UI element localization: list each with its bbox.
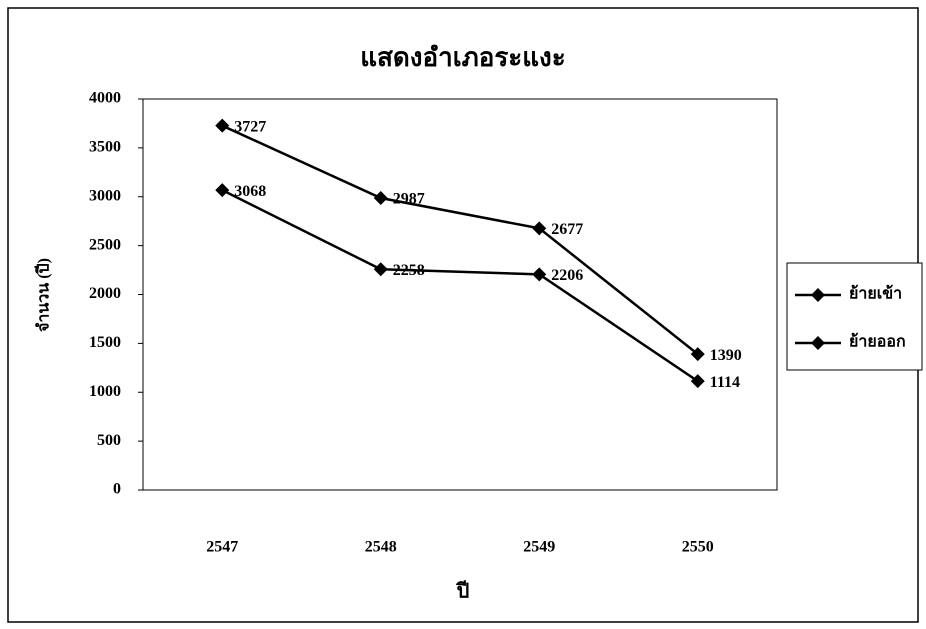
- data-point: [215, 183, 230, 198]
- data-label: 3068: [234, 183, 266, 200]
- data-label: 2206: [551, 267, 583, 284]
- data-point: [532, 221, 547, 236]
- y-tick-label: 4000: [89, 90, 121, 107]
- data-label: 1390: [710, 347, 742, 364]
- x-tick-label: 2547: [206, 539, 238, 556]
- data-label: 2677: [551, 221, 583, 238]
- y-tick-label: 2500: [89, 236, 121, 253]
- data-label: 1114: [710, 374, 740, 391]
- data-point: [690, 347, 705, 362]
- series-line: [221, 124, 699, 356]
- series-line: [221, 188, 699, 383]
- legend-box: [786, 262, 923, 371]
- legend-marker: [811, 288, 825, 302]
- y-axis-label: จำนวน (ปี): [34, 258, 53, 332]
- x-axis-label: ปี: [455, 580, 469, 603]
- data-label: 2987: [393, 191, 425, 208]
- y-tick-label: 2000: [89, 285, 121, 302]
- x-tick-label: 2548: [365, 539, 397, 556]
- data-point: [532, 267, 547, 282]
- chart-frame: [7, 7, 919, 623]
- data-point: [690, 374, 705, 389]
- data-point: [373, 262, 388, 277]
- data-point: [215, 118, 230, 133]
- y-tick-label: 1000: [89, 383, 121, 400]
- legend-label: ย้ายออก: [849, 333, 906, 351]
- y-tick-label: 500: [97, 432, 121, 449]
- y-tick-label: 3000: [89, 187, 121, 204]
- data-label: 3727: [234, 118, 266, 135]
- y-tick-label: 0: [113, 481, 121, 498]
- data-label: 2258: [393, 262, 425, 279]
- x-tick-label: 2550: [682, 539, 714, 556]
- y-tick-label: 1500: [89, 334, 121, 351]
- legend-label: ย้ายเข้า: [849, 285, 902, 303]
- y-tick-label: 3500: [89, 139, 121, 156]
- x-tick-label: 2549: [523, 539, 555, 556]
- chart-title: แสดงอำเภอระแงะ: [360, 43, 565, 72]
- data-point: [373, 191, 388, 206]
- legend-marker: [811, 336, 825, 350]
